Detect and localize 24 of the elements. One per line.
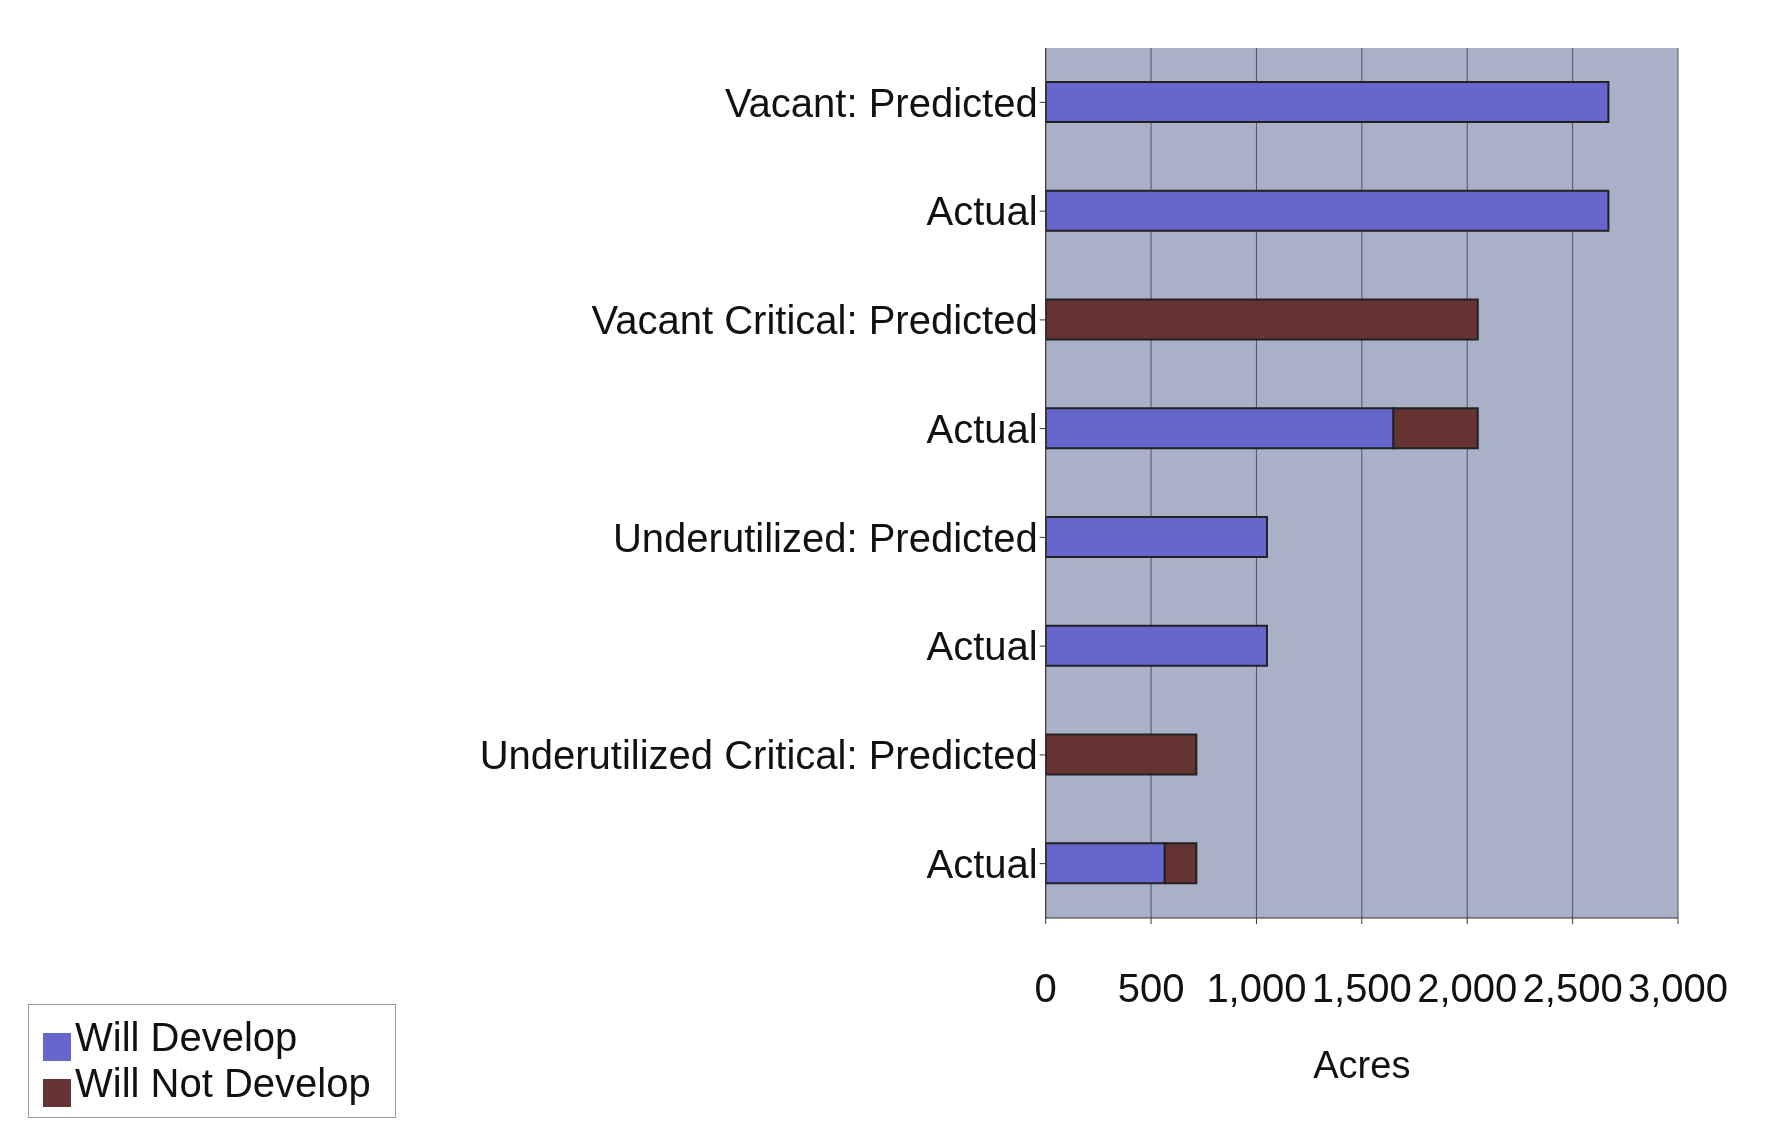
bar bbox=[1045, 81, 1610, 123]
y-tick-label: Actual bbox=[926, 624, 1038, 669]
bar bbox=[1045, 516, 1268, 558]
legend-label: Will Not Develop bbox=[75, 1061, 371, 1106]
x-tick-label: 2,500 bbox=[1522, 966, 1623, 1011]
y-tick-label: Actual bbox=[926, 841, 1038, 886]
bar bbox=[1045, 624, 1268, 667]
x-tick-label: 1,000 bbox=[1206, 966, 1307, 1011]
x-tick-label: 0 bbox=[1034, 966, 1057, 1011]
x-axis-title: Acres bbox=[1313, 1044, 1411, 1086]
x-tick-label: 3,000 bbox=[1627, 966, 1729, 1011]
y-tick-label: Vacant: Predicted bbox=[724, 80, 1038, 125]
x-tick-label: 2,000 bbox=[1417, 966, 1518, 1011]
x-tick-label: 500 bbox=[1117, 966, 1185, 1011]
y-tick-label: Actual bbox=[926, 406, 1038, 451]
bar bbox=[1045, 189, 1610, 232]
bar bbox=[1045, 733, 1198, 776]
y-tick-label: Actual bbox=[926, 189, 1038, 234]
x-tick-label: 1,500 bbox=[1311, 966, 1412, 1011]
y-tick-label: Vacant Critical: Predicted bbox=[591, 298, 1038, 343]
bar bbox=[1045, 298, 1479, 341]
legend-label: Will Develop bbox=[75, 1015, 298, 1060]
y-tick-label: Underutilized: Predicted bbox=[612, 515, 1038, 560]
y-tick-label: Underutilized Critical: Predicted bbox=[479, 733, 1038, 778]
